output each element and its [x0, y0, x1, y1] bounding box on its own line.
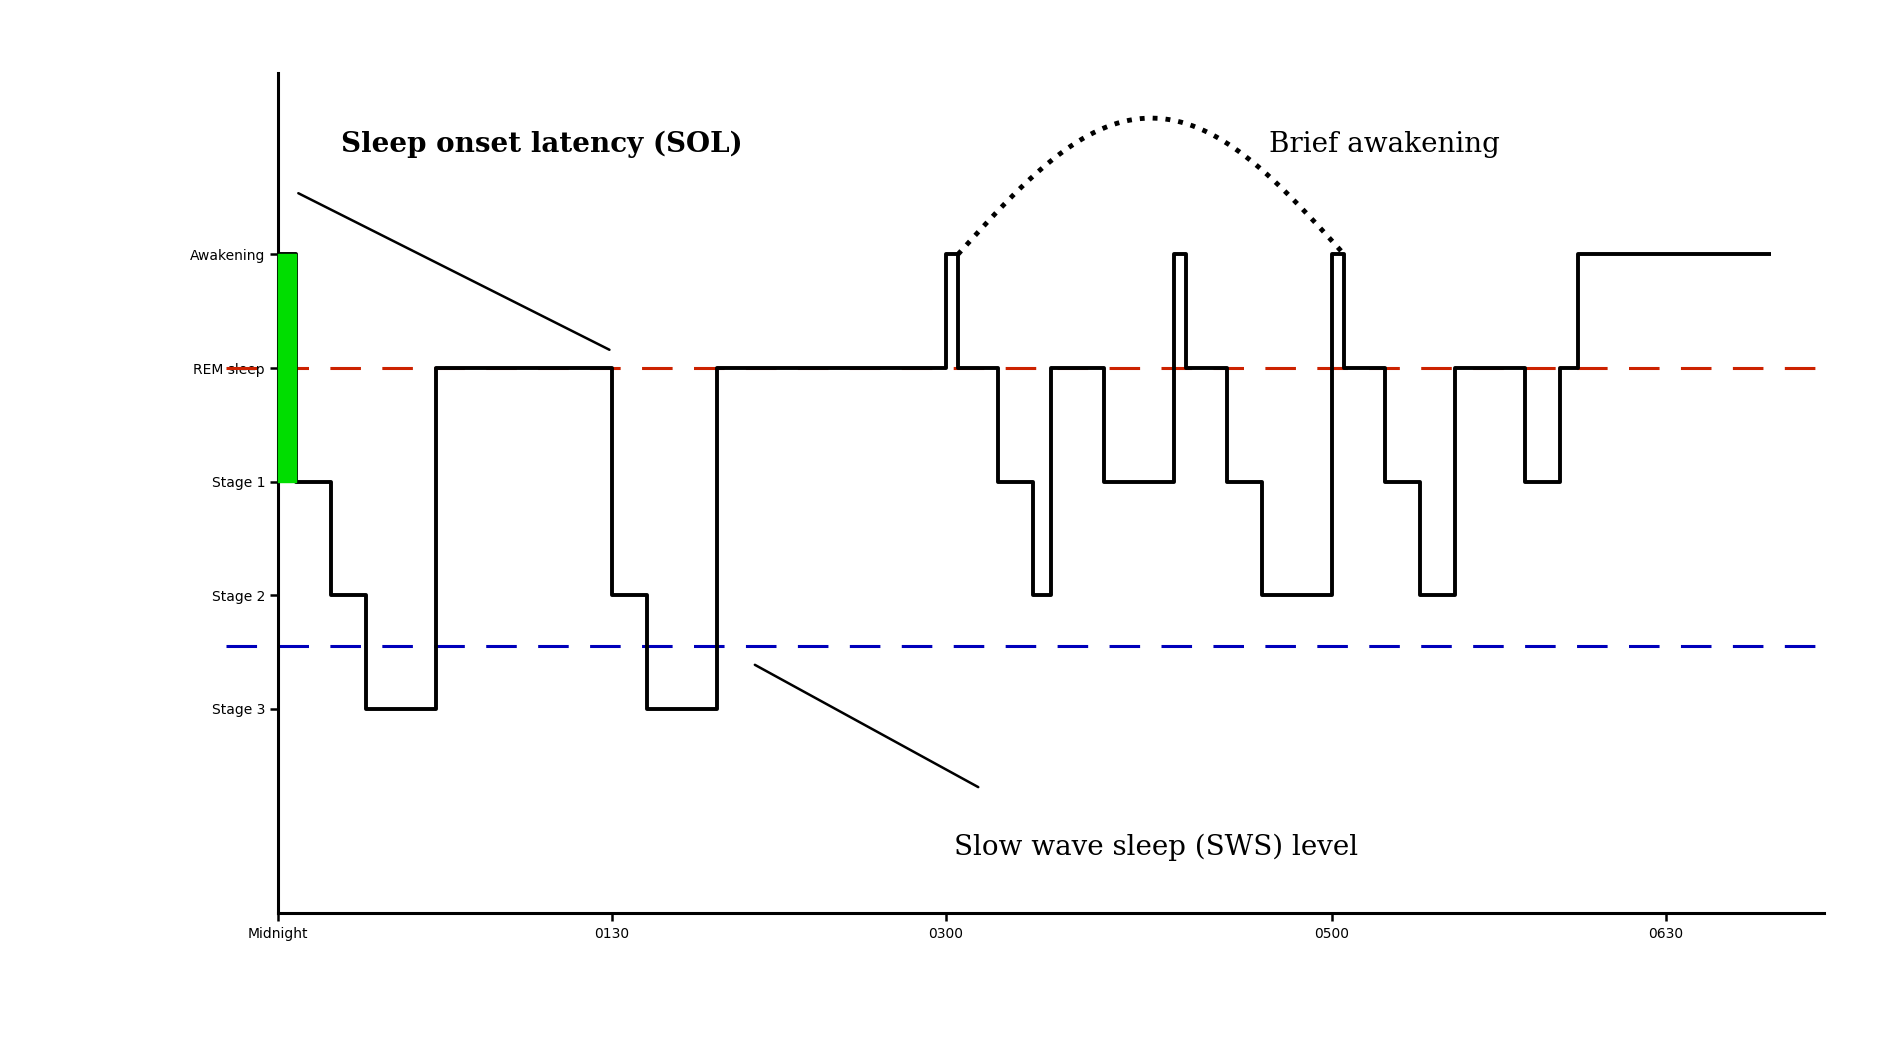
Text: Sleep onset latency (SOL): Sleep onset latency (SOL)	[340, 131, 743, 158]
Text: Slow wave sleep (SWS) level: Slow wave sleep (SWS) level	[955, 834, 1359, 862]
Text: Brief awakening: Brief awakening	[1269, 131, 1500, 158]
